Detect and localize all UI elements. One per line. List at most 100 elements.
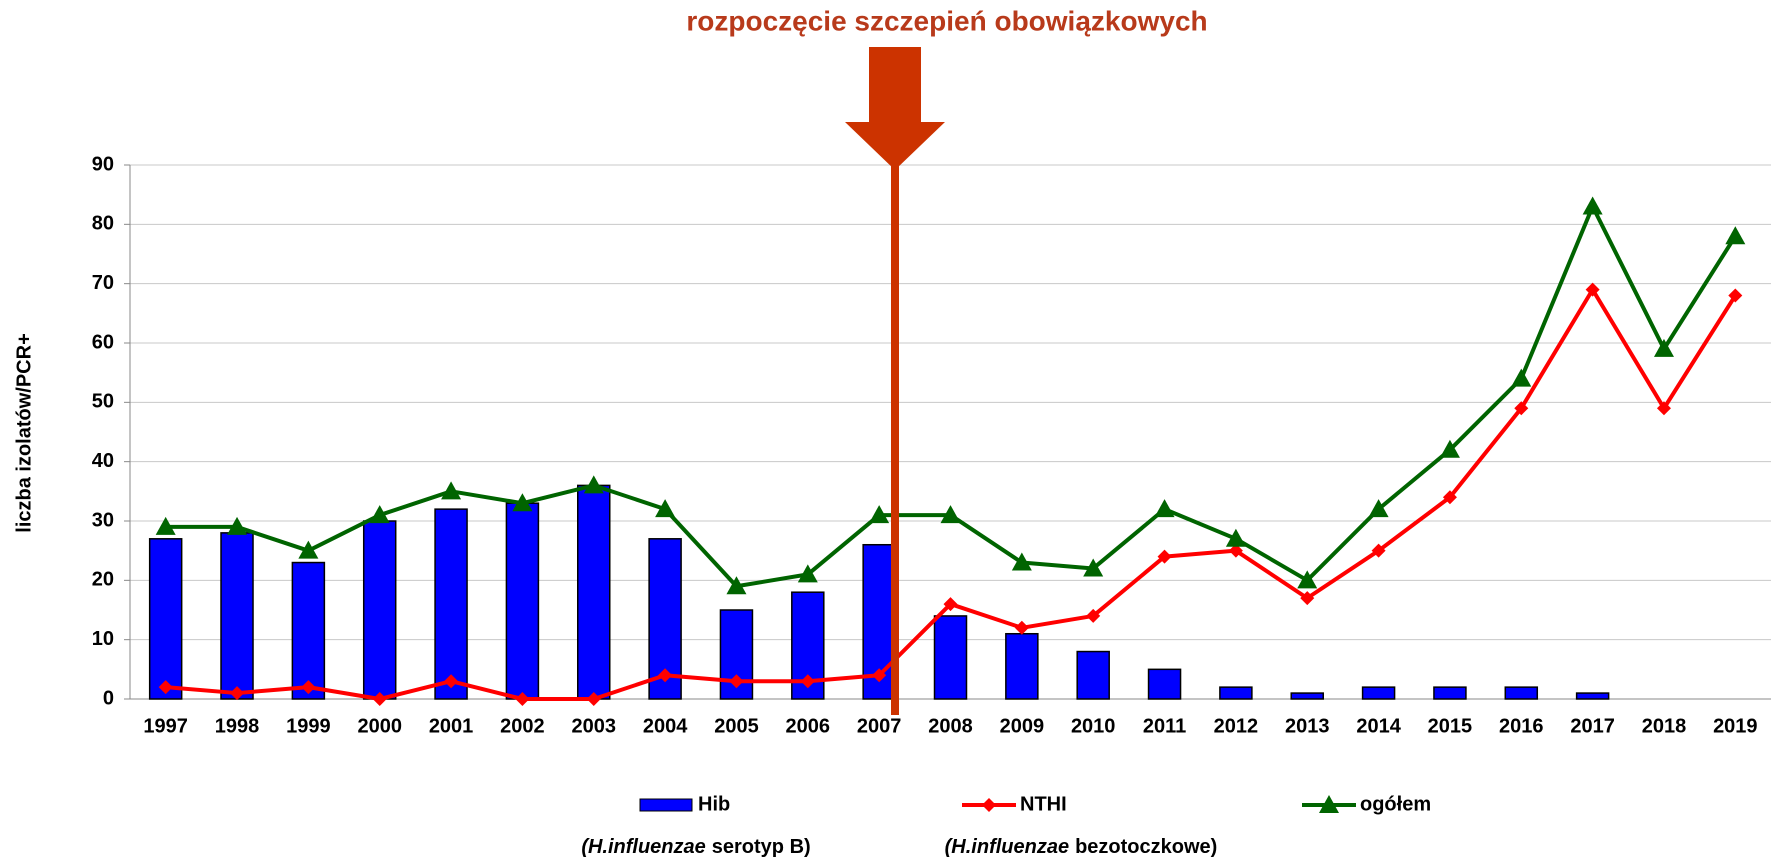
- x-tick-label: 2017: [1570, 715, 1615, 737]
- marker: [1154, 499, 1175, 518]
- bar: [1361, 686, 1396, 700]
- marker: [230, 686, 245, 701]
- marker: [301, 680, 316, 695]
- marker: [1442, 490, 1457, 505]
- note-italic: (H.influenzae: [581, 836, 705, 858]
- x-tick-label: 2014: [1356, 715, 1401, 737]
- marker: [586, 692, 601, 706]
- marker: [155, 516, 176, 535]
- marker: [227, 516, 248, 535]
- marker: [583, 475, 604, 494]
- marker: [372, 692, 387, 706]
- marker: [1011, 552, 1032, 571]
- bar: [1219, 686, 1253, 700]
- marker: [441, 481, 462, 500]
- x-tick-label: 2000: [357, 715, 402, 737]
- y-tick-label: 80: [92, 213, 114, 235]
- marker: [1368, 499, 1389, 518]
- marker: [1225, 528, 1246, 547]
- y-tick-label: 60: [92, 331, 114, 353]
- marker: [1371, 543, 1386, 558]
- legend-label: Hib: [698, 793, 730, 815]
- marker: [1439, 439, 1460, 458]
- x-tick-label: 2010: [1071, 715, 1116, 737]
- y-tick-label: 70: [92, 272, 114, 294]
- bar: [1290, 692, 1324, 700]
- marker: [1511, 368, 1532, 387]
- marker: [658, 668, 673, 683]
- y-tick-label: 50: [92, 391, 114, 413]
- x-tick-label: 2002: [500, 715, 545, 737]
- bar: [148, 538, 183, 700]
- marker: [1014, 620, 1029, 635]
- marker: [444, 674, 459, 689]
- x-tick-label: 2009: [1000, 715, 1045, 737]
- marker: [515, 692, 530, 706]
- annotation: rozpoczęcie szczepień obowiązkowych: [686, 5, 1207, 36]
- marker: [1086, 608, 1101, 623]
- bar: [577, 484, 611, 700]
- arrow: [845, 47, 945, 715]
- marker: [655, 499, 676, 518]
- marker: [1083, 558, 1104, 577]
- x-tick-label: 2018: [1642, 715, 1687, 737]
- bar: [1147, 668, 1182, 700]
- marker: [369, 505, 390, 524]
- marker: [940, 505, 961, 524]
- bar: [505, 502, 540, 700]
- note-italic: (H.influenzae: [945, 836, 1069, 858]
- y-tick-label: 20: [92, 569, 114, 591]
- line: [165, 204, 1738, 589]
- x-tick-label: 2011: [1143, 715, 1186, 737]
- marker: [1582, 196, 1603, 215]
- x-tick-label: 2019: [1713, 715, 1758, 737]
- marker: [1725, 226, 1746, 245]
- marker: [1585, 282, 1600, 297]
- y-axis-label: liczba izolatów/PCR+: [13, 333, 35, 532]
- bar: [1433, 686, 1467, 700]
- y-tick-label: 40: [92, 450, 114, 472]
- legend-note: (H.influenzae bezotoczkowe): [945, 836, 1218, 858]
- y-tick-label: 30: [92, 509, 114, 531]
- x-tick-label: 2012: [1214, 715, 1259, 737]
- bar: [220, 532, 254, 700]
- x-tick-label: 1998: [215, 715, 260, 737]
- marker: [943, 597, 958, 612]
- x-tick-label: 2006: [786, 715, 831, 737]
- y-tick-label: 90: [92, 153, 114, 175]
- marker: [1228, 543, 1243, 558]
- marker: [800, 674, 815, 689]
- marker: [298, 540, 319, 559]
- x-tick-label: 2001: [429, 715, 474, 737]
- note-text: serotyp B): [712, 836, 811, 858]
- marker: [729, 674, 744, 689]
- bar: [1076, 650, 1110, 700]
- marker: [982, 798, 996, 812]
- bar: [434, 508, 468, 700]
- x-tick-label: 2004: [643, 715, 688, 737]
- y-tick-label: 0: [103, 687, 114, 709]
- x-tick-label: 2008: [928, 715, 973, 737]
- note-text: bezotoczkowe): [1075, 836, 1217, 858]
- marker: [158, 680, 173, 695]
- marker: [726, 576, 747, 595]
- marker: [1157, 549, 1172, 564]
- marker: [512, 493, 533, 512]
- x-tick-label: 2016: [1499, 715, 1544, 737]
- x-tick-label: 2015: [1428, 715, 1473, 737]
- marker: [1319, 795, 1339, 813]
- bar: [1504, 686, 1539, 700]
- bar: [933, 615, 968, 700]
- x-tick-label: 2007: [857, 715, 902, 737]
- legend-swatch: [639, 798, 693, 812]
- marker: [1297, 570, 1318, 589]
- bar: [1575, 692, 1610, 700]
- marker: [1656, 401, 1671, 416]
- marker: [1653, 338, 1674, 357]
- x-tick-label: 1999: [286, 715, 331, 737]
- x-tick-label: 2013: [1285, 715, 1330, 737]
- marker: [872, 668, 887, 683]
- marker: [869, 505, 890, 524]
- legend-label: NTHI: [1020, 793, 1067, 815]
